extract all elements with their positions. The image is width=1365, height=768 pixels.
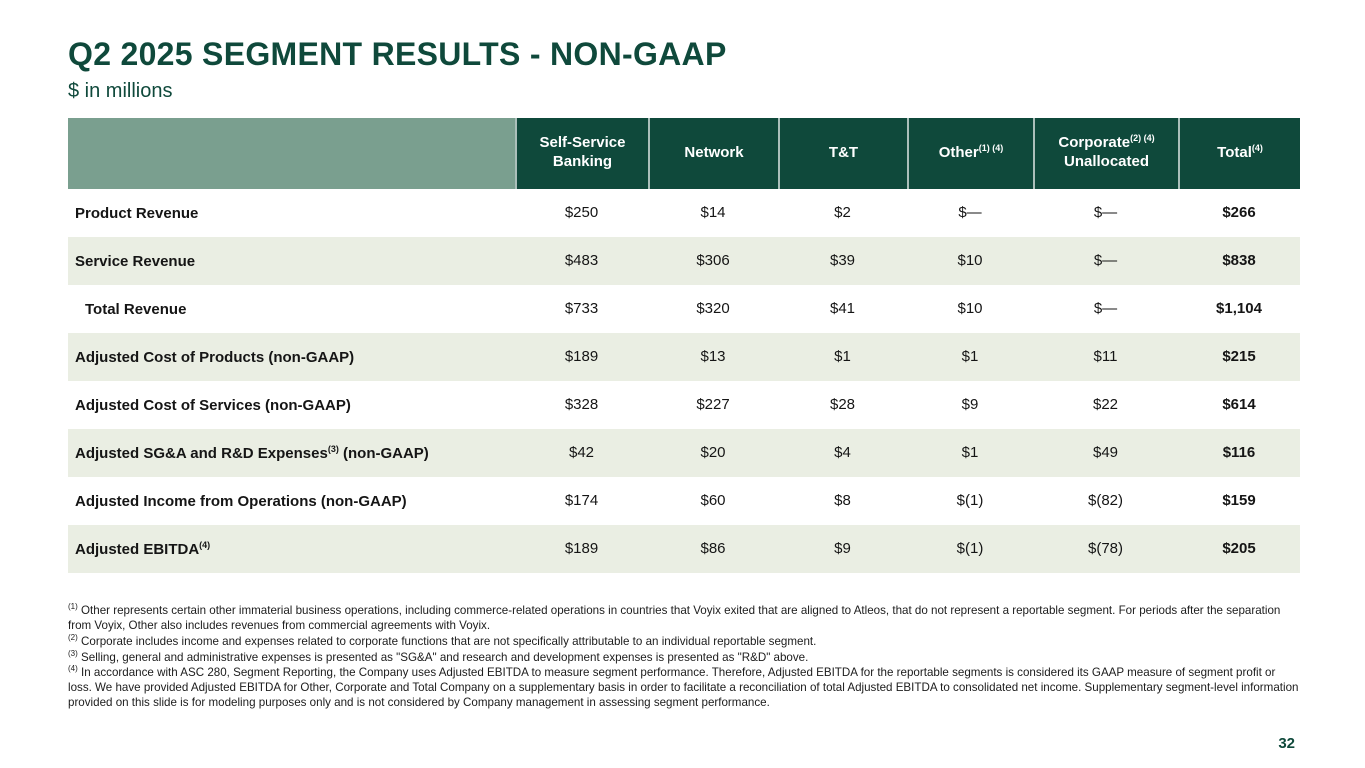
column-header-empty bbox=[68, 117, 515, 189]
value-cell: $(82) bbox=[1087, 492, 1124, 510]
value-cell: $(1) bbox=[956, 540, 984, 558]
value-cell: $250 bbox=[564, 204, 599, 222]
value-cell: $11 bbox=[1093, 348, 1118, 366]
value-cell: $39 bbox=[829, 252, 856, 270]
column-header-tt: T&T bbox=[778, 117, 907, 189]
value-cell: $— bbox=[958, 204, 982, 222]
table-row-adjusted-ebitda: Adjusted EBITDA(4) $189 $86 $9 $(1) $(78… bbox=[68, 524, 1300, 573]
row-label: Adjusted Cost of Services (non-GAAP) bbox=[75, 396, 351, 414]
table-row-product-revenue: Product Revenue $250 $14 $2 $— $— $266 bbox=[68, 189, 1300, 237]
value-cell: $9 bbox=[961, 396, 979, 414]
value-cell: $733 bbox=[564, 300, 599, 318]
value-cell: $(78) bbox=[1087, 540, 1124, 558]
value-cell: $86 bbox=[700, 540, 726, 558]
value-cell: $10 bbox=[957, 300, 983, 318]
value-cell: $227 bbox=[696, 396, 730, 414]
column-header-other: Other(1) (4) bbox=[907, 117, 1033, 189]
value-cell: $8 bbox=[834, 492, 851, 510]
value-cell: $14 bbox=[700, 204, 726, 222]
page-title: Q2 2025 SEGMENT RESULTS - NON-GAAP bbox=[68, 36, 727, 72]
value-cell: $13 bbox=[700, 348, 726, 366]
table-row-adjusted-cost-of-products: Adjusted Cost of Products (non-GAAP) $18… bbox=[68, 332, 1300, 381]
table-header-row: Self-Service Banking Network T&T Other(1… bbox=[68, 117, 1300, 189]
value-cell: $10 bbox=[957, 252, 983, 270]
footnote-4: (4) In accordance with ASC 280, Segment … bbox=[68, 664, 1299, 710]
value-cell: $483 bbox=[564, 252, 599, 270]
row-label: Product Revenue bbox=[75, 204, 199, 222]
page-number: 32 bbox=[1278, 735, 1295, 752]
total-cell: $215 bbox=[1222, 348, 1256, 366]
total-cell: $614 bbox=[1222, 396, 1256, 414]
total-cell: $1,104 bbox=[1216, 300, 1262, 318]
value-cell: $42 bbox=[568, 444, 595, 462]
table-row-adjusted-cost-of-services: Adjusted Cost of Services (non-GAAP) $32… bbox=[68, 381, 1300, 429]
value-cell: $28 bbox=[829, 396, 856, 414]
value-cell: $9 bbox=[834, 540, 851, 558]
value-cell: $— bbox=[1093, 204, 1118, 222]
table-row-service-revenue: Service Revenue $483 $306 $39 $10 $— $83… bbox=[68, 236, 1300, 285]
value-cell: $(1) bbox=[956, 492, 984, 510]
value-cell: $4 bbox=[834, 444, 851, 462]
value-cell: $20 bbox=[700, 444, 726, 462]
row-label: Adjusted EBITDA(4) bbox=[75, 539, 211, 558]
subtitle: $ in millions bbox=[68, 79, 173, 102]
segment-results-table: Self-Service Banking Network T&T Other(1… bbox=[68, 117, 1300, 573]
value-cell: $60 bbox=[700, 492, 726, 510]
total-cell: $838 bbox=[1222, 252, 1256, 270]
value-cell: $320 bbox=[696, 300, 730, 318]
footnote-3: (3) Selling, general and administrative … bbox=[68, 648, 809, 664]
value-cell: $2 bbox=[834, 204, 851, 222]
value-cell: $328 bbox=[564, 396, 599, 414]
footnotes: (1) Other represents certain other immat… bbox=[68, 602, 1300, 711]
table-row-total-revenue: Total Revenue $733 $320 $41 $10 $— $1,10… bbox=[68, 285, 1300, 333]
value-cell: $41 bbox=[829, 300, 856, 318]
value-cell: $1 bbox=[961, 444, 979, 462]
value-cell: $49 bbox=[1092, 444, 1119, 462]
table-row-adjusted-income-from-operations: Adjusted Income from Operations (non-GAA… bbox=[68, 477, 1300, 525]
row-label: Adjusted SG&A and R&D Expenses(3) (non-G… bbox=[75, 443, 429, 462]
total-cell: $159 bbox=[1222, 492, 1256, 510]
row-label: Service Revenue bbox=[75, 252, 196, 270]
value-cell: $— bbox=[1093, 300, 1118, 318]
value-cell: $22 bbox=[1092, 396, 1119, 414]
value-cell: $1 bbox=[961, 348, 979, 366]
value-cell: $189 bbox=[564, 348, 599, 366]
column-header-corporate-unallocated: Corporate(2) (4) Unallocated bbox=[1033, 117, 1178, 189]
value-cell: $189 bbox=[564, 540, 599, 558]
value-cell: $— bbox=[1093, 252, 1118, 270]
row-label: Total Revenue bbox=[85, 300, 187, 318]
value-cell: $306 bbox=[696, 252, 730, 270]
value-cell: $1 bbox=[834, 348, 851, 366]
row-label: Adjusted Cost of Products (non-GAAP) bbox=[75, 348, 355, 366]
row-label: Adjusted Income from Operations (non-GAA… bbox=[75, 492, 407, 510]
footnote-2: (2) Corporate includes income and expens… bbox=[68, 632, 817, 648]
column-header-network: Network bbox=[648, 117, 778, 189]
column-header-self-service-banking: Self-Service Banking bbox=[515, 117, 648, 189]
column-header-total: Total(4) bbox=[1178, 117, 1300, 189]
total-cell: $205 bbox=[1222, 540, 1256, 558]
table-row-adjusted-sga-rd: Adjusted SG&A and R&D Expenses(3) (non-G… bbox=[68, 428, 1300, 477]
footnote-1: (1) Other represents certain other immat… bbox=[68, 601, 1281, 632]
total-cell: $116 bbox=[1222, 444, 1256, 462]
total-cell: $266 bbox=[1222, 204, 1256, 222]
value-cell: $174 bbox=[564, 492, 599, 510]
